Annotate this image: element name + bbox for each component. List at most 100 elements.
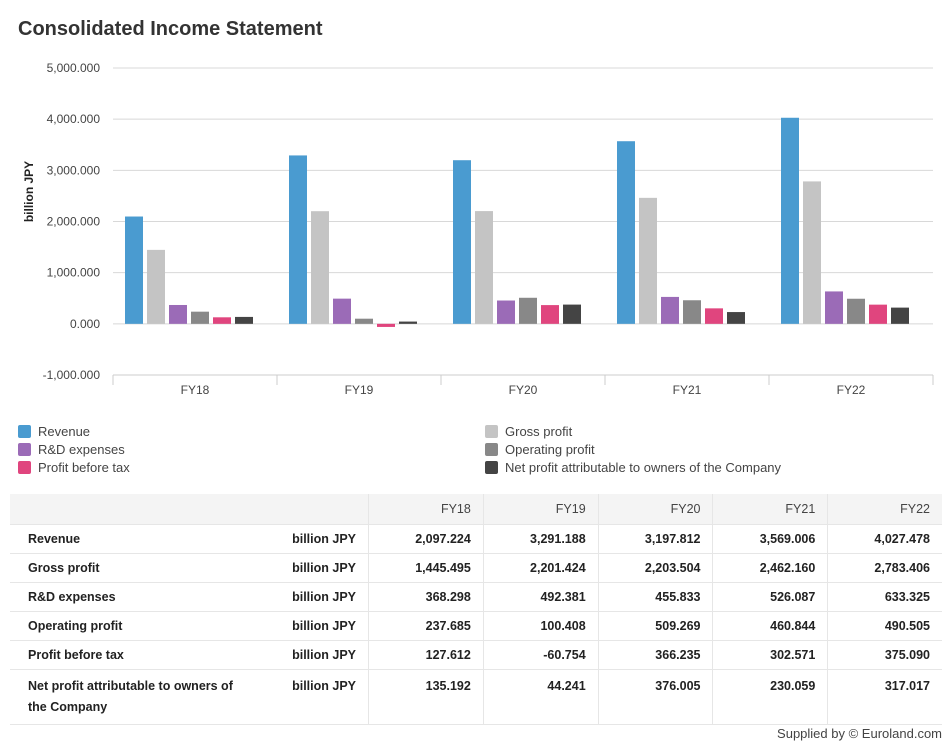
table-cell: 2,097.224 bbox=[368, 524, 484, 554]
y-tick-label: 2,000.000 bbox=[47, 215, 101, 229]
table-cell: 317.017 bbox=[827, 669, 942, 725]
bar-r-d-expenses bbox=[333, 298, 351, 324]
footer-credit: Supplied by © Euroland.com bbox=[777, 726, 942, 741]
table-cell: 302.571 bbox=[712, 640, 828, 670]
table-cell: 3,197.812 bbox=[597, 524, 713, 554]
row-unit: billion JPY bbox=[264, 640, 369, 670]
table-cell: 2,201.424 bbox=[482, 553, 599, 583]
row-unit: billion JPY bbox=[264, 611, 369, 641]
x-tick-label: FY21 bbox=[673, 383, 702, 397]
y-axis-title: billion JPY bbox=[22, 161, 36, 222]
table-cell: 135.192 bbox=[368, 669, 484, 725]
bar-gross-profit bbox=[311, 211, 329, 324]
table-header-fy: FY20 bbox=[597, 494, 713, 525]
row-label: Revenue bbox=[10, 524, 264, 554]
legend-item[interactable]: Gross profit bbox=[485, 424, 572, 439]
row-unit: billion JPY bbox=[264, 669, 369, 725]
y-tick-label: 5,000.000 bbox=[47, 61, 101, 75]
bar-gross-profit bbox=[639, 197, 657, 324]
legend-label: Gross profit bbox=[505, 424, 573, 439]
table-row: Revenue billion JPY 2,097.224 3,291.188 3,19… bbox=[10, 524, 942, 554]
table-cell: 1,445.495 bbox=[368, 553, 484, 583]
bar-revenue bbox=[617, 141, 635, 324]
row-unit: billion JPY bbox=[264, 524, 369, 554]
table-cell: 100.408 bbox=[482, 611, 599, 641]
bar-operating-profit bbox=[519, 297, 537, 324]
x-tick-label: FY19 bbox=[345, 383, 374, 397]
bar-gross-profit bbox=[803, 181, 821, 324]
legend-swatch bbox=[18, 443, 31, 456]
income-table: FY18 FY19 FY20 FY21 FY22 Revenue billion … bbox=[10, 494, 942, 725]
bar-r-d-expenses bbox=[661, 296, 679, 324]
table-cell: 127.612 bbox=[368, 640, 484, 670]
bar-r-d-expenses bbox=[825, 291, 843, 324]
y-tick-label: 3,000.000 bbox=[47, 163, 101, 177]
row-label: Net profit attributable to owners of the… bbox=[10, 669, 264, 725]
table-header-fy: FY18 bbox=[368, 494, 484, 525]
table-header-unit bbox=[264, 494, 369, 525]
legend-swatch bbox=[18, 461, 31, 474]
bar-operating-profit bbox=[683, 300, 701, 324]
table-cell: 3,569.006 bbox=[712, 524, 828, 554]
bar-chart: 5,000.000 4,000.000 3,000.000 2,000.000 1,00… bbox=[22, 61, 934, 397]
table-header-fy: FY21 bbox=[712, 494, 828, 525]
table-cell: 3,291.188 bbox=[482, 524, 599, 554]
table-cell: 490.505 bbox=[827, 611, 942, 641]
bar-revenue bbox=[125, 216, 143, 324]
bar-revenue bbox=[289, 155, 307, 324]
legend-label: R&D expenses bbox=[38, 442, 125, 457]
row-label: Profit before tax bbox=[10, 640, 264, 670]
bar-revenue bbox=[453, 160, 471, 324]
y-tick-label: -1,000.000 bbox=[43, 368, 101, 382]
table-cell: 492.381 bbox=[482, 582, 599, 612]
legend-label: Profit before tax bbox=[38, 460, 130, 475]
page-title: Consolidated Income Statement bbox=[18, 18, 323, 40]
legend-item[interactable]: Operating profit bbox=[485, 442, 595, 457]
bar-profit-before-tax bbox=[541, 305, 559, 324]
x-tick-label: FY22 bbox=[837, 383, 866, 397]
bar-operating-profit bbox=[355, 318, 373, 324]
legend-item[interactable]: Net profit attributable to owners of the… bbox=[485, 460, 781, 475]
bar-profit-before-tax bbox=[869, 304, 887, 324]
table-cell: 633.325 bbox=[827, 582, 942, 612]
bar-r-d-expenses bbox=[169, 304, 187, 324]
table-cell: -60.754 bbox=[482, 640, 599, 670]
table-cell: 460.844 bbox=[712, 611, 828, 641]
legend-item[interactable]: R&D expenses bbox=[18, 442, 125, 457]
bar-net-profit-attributable-to-owners-of-the-company bbox=[563, 304, 581, 324]
table-cell: 2,203.504 bbox=[597, 553, 713, 583]
table-cell: 2,462.160 bbox=[712, 553, 828, 583]
bar-operating-profit bbox=[191, 311, 209, 324]
table-cell: 2,783.406 bbox=[827, 553, 942, 583]
row-label: Operating profit bbox=[10, 611, 264, 641]
bar-profit-before-tax bbox=[213, 317, 231, 324]
table-row: Operating profit billion JPY 237.685 100.40… bbox=[10, 611, 942, 641]
x-tick-label: FY20 bbox=[509, 383, 538, 397]
table-row: Profit before tax billion JPY 127.612 -60.7… bbox=[10, 640, 942, 670]
y-tick-label: 4,000.000 bbox=[47, 112, 101, 126]
table-cell: 375.090 bbox=[827, 640, 942, 670]
legend-swatch bbox=[485, 461, 498, 474]
bar-revenue bbox=[781, 117, 799, 324]
table-row: Net profit attributable to owners of the… bbox=[10, 669, 942, 725]
legend-item[interactable]: Revenue bbox=[18, 424, 90, 439]
legend-label: Net profit attributable to owners of the… bbox=[505, 460, 782, 475]
table-cell: 368.298 bbox=[368, 582, 484, 612]
table-cell: 237.685 bbox=[368, 611, 484, 641]
bar-profit-before-tax bbox=[705, 308, 723, 324]
table-header-fy: FY19 bbox=[482, 494, 599, 525]
bar-net-profit-attributable-to-owners-of-the-company bbox=[235, 316, 253, 324]
table-row: R&D expenses billion JPY 368.298 492.381 455… bbox=[10, 582, 942, 612]
legend-item[interactable]: Profit before tax bbox=[18, 460, 130, 475]
table-row: Gross profit billion JPY 1,445.495 2,201.42… bbox=[10, 553, 942, 583]
table-cell: 44.241 bbox=[482, 669, 599, 725]
table-cell: 230.059 bbox=[712, 669, 828, 725]
y-tick-label: 1,000.000 bbox=[47, 266, 101, 280]
table-cell: 455.833 bbox=[597, 582, 713, 612]
table-header-blank bbox=[10, 494, 264, 525]
bar-gross-profit bbox=[475, 211, 493, 324]
table-header-fy: FY22 bbox=[827, 494, 942, 525]
table-cell: 4,027.478 bbox=[827, 524, 942, 554]
table-header-row: FY18 FY19 FY20 FY21 FY22 bbox=[10, 494, 942, 525]
row-label: Gross profit bbox=[10, 553, 264, 583]
